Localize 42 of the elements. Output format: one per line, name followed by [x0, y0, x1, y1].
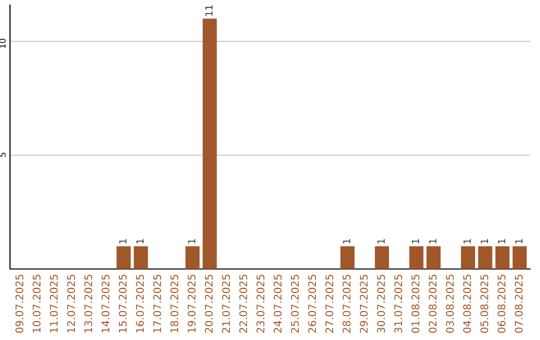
x-tick-label: 30.07.2025	[377, 274, 385, 333]
data-label: 1	[498, 239, 506, 244]
data-label: 1	[136, 239, 144, 244]
x-tick-label: 20.07.2025	[204, 274, 213, 333]
x-tick-label: 16.07.2025	[136, 274, 144, 332]
x-tick-label: 21.07.2025	[222, 274, 230, 333]
data-label: 1	[412, 239, 420, 244]
x-tick-label: 17.07.2025	[153, 274, 162, 332]
data-label: 1	[480, 239, 488, 244]
x-tick-label: 14.07.2025	[102, 274, 110, 332]
x-tick-label: 04.08.2025	[463, 274, 472, 333]
data-label: 1	[429, 239, 436, 244]
x-tick-label: 10.07.2025	[32, 274, 41, 332]
data-label: 1	[119, 239, 126, 244]
data-label: 11	[205, 5, 212, 16]
data-label: 1	[343, 239, 350, 244]
x-tick-label: 29.07.2025	[360, 274, 368, 333]
x-tick-label: 03.08.2025	[446, 274, 454, 333]
data-label: 1	[378, 239, 385, 244]
x-tick-label: 18.07.2025	[170, 274, 178, 332]
x-tick-label: 12.07.2025	[67, 274, 76, 332]
x-tick-label: 02.08.2025	[428, 274, 437, 333]
x-tick-label: 31.07.2025	[394, 274, 402, 333]
x-tick-label: 22.07.2025	[239, 274, 248, 333]
data-label: 1	[188, 239, 196, 244]
x-tick-label: 01.08.2025	[412, 274, 420, 333]
x-tick-label: 26.07.2025	[308, 274, 316, 333]
x-tick-label: 24.07.2025	[274, 274, 282, 333]
x-tick-label: 27.07.2025	[325, 274, 334, 333]
x-tick-label: 19.07.2025	[188, 274, 196, 332]
data-label: 1	[464, 239, 471, 244]
x-tick-label: 06.08.2025	[498, 274, 506, 333]
x-tick-label: 13.07.2025	[84, 274, 92, 332]
x-tick-label: 25.07.2025	[290, 274, 299, 333]
x-tick-label: 11.07.2025	[50, 274, 58, 332]
data-label: 1	[515, 239, 522, 244]
x-tick-label: 23.07.2025	[256, 274, 264, 333]
x-tick-label: 15.07.2025	[118, 274, 127, 332]
x-tick-label: 28.07.2025	[342, 274, 351, 333]
x-tick-label: 09.07.2025	[15, 274, 24, 333]
x-tick-label: 07.08.2025	[514, 274, 523, 333]
x-tick-label: 05.08.2025	[480, 274, 488, 333]
